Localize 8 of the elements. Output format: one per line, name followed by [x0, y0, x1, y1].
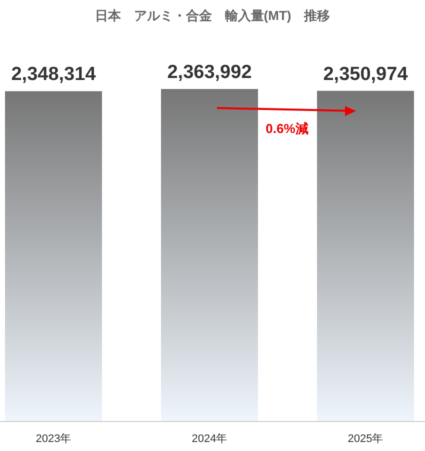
data-label: 2,363,992	[167, 62, 252, 83]
x-tick-label: 2023年	[36, 433, 72, 445]
x-tick-label: 2024年	[192, 433, 228, 445]
data-label: 2,350,974	[323, 64, 408, 85]
x-tick-label: 2025年	[348, 433, 384, 445]
chart-title: 日本 アルミ・合金 輸入量(MT) 推移	[94, 8, 330, 23]
annotation: 0.6%減	[266, 121, 308, 136]
data-label: 2,348,314	[11, 64, 96, 86]
